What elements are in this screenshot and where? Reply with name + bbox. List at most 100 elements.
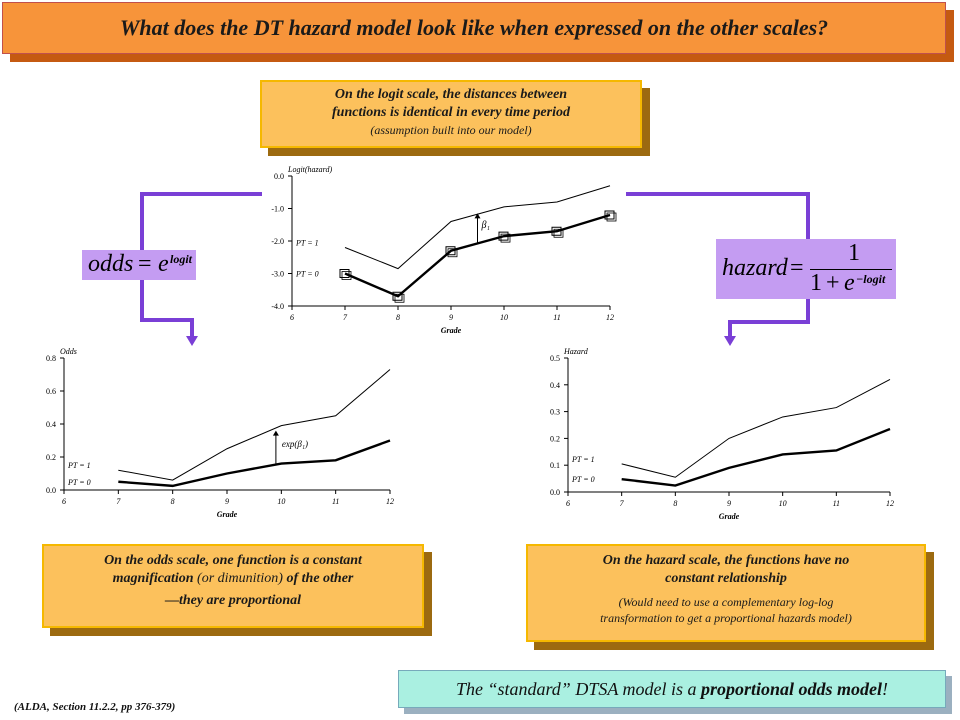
y-tick-label: 0.2 xyxy=(46,453,56,462)
beta-arrowhead xyxy=(474,213,481,219)
x-tick-label: 8 xyxy=(396,313,400,322)
x-tick-label: 9 xyxy=(449,313,453,322)
x-tick-label: 11 xyxy=(833,499,840,508)
x-tick-label: 12 xyxy=(886,499,894,508)
x-tick-label: 6 xyxy=(62,497,66,506)
y-tick-label: -4.0 xyxy=(271,302,284,311)
page-title: What does the DT hazard model look like … xyxy=(119,15,829,40)
x-tick-label: 7 xyxy=(620,499,625,508)
series-label-pt0: PT = 0 xyxy=(295,270,319,279)
data-point-marker xyxy=(341,271,352,280)
x-tick-label: 6 xyxy=(566,499,570,508)
title-banner: What does the DT hazard model look like … xyxy=(2,2,946,54)
data-point-marker xyxy=(445,246,456,256)
series-line-pt0 xyxy=(344,213,611,298)
data-point-marker xyxy=(498,231,509,241)
odds-chart: 0.8 0.6 0.4 0.2 0.0 6 7 8 9 10 11 12 Odds Grade PT = 1… xyxy=(46,347,394,519)
odds-callout-bold: magnification xyxy=(112,571,194,586)
data-point-marker xyxy=(500,233,511,243)
x-tick-label: 7 xyxy=(343,313,348,322)
odds-formula-eq: = xyxy=(138,251,152,277)
series-label-pt1: PT = 1 xyxy=(67,461,91,470)
y-axis-label: Hazard xyxy=(563,347,589,356)
hazard-formula-bar xyxy=(810,269,892,270)
odds-callout: On the odds scale, one function is a con… xyxy=(42,544,424,628)
x-tick-label: 9 xyxy=(727,499,731,508)
series-line-pt1 xyxy=(118,369,391,481)
series-label-pt0: PT = 0 xyxy=(67,478,91,487)
x-tick-label: 12 xyxy=(386,497,394,506)
proportional-odds-box: The “standard” DTSA model is a proportio… xyxy=(398,670,946,708)
teal-text-pre: The “standard” DTSA model is a xyxy=(455,679,701,699)
odds-callout-line1: On the odds scale, one function is a con… xyxy=(104,553,362,568)
x-axis-label: Grade xyxy=(217,510,238,519)
series-line-pt0 xyxy=(118,439,391,488)
y-tick-label: 0.2 xyxy=(550,434,560,443)
x-tick-label: 11 xyxy=(553,313,560,322)
y-tick-label: 0.0 xyxy=(274,172,284,181)
x-axis-label: Grade xyxy=(441,326,462,335)
hazard-formula-den-base: e xyxy=(844,270,855,296)
y-tick-label: 0.4 xyxy=(550,381,560,390)
hazard-callout-line2: constant relationship xyxy=(665,571,787,586)
series-line-pt0 xyxy=(621,427,891,487)
x-tick-label: 10 xyxy=(500,313,508,322)
y-tick-label: -3.0 xyxy=(271,270,284,279)
logit-callout: On the logit scale, the distances betwee… xyxy=(260,80,642,148)
teal-text-bold: proportional odds model xyxy=(701,679,883,699)
x-tick-label: 12 xyxy=(606,313,614,322)
exp-beta-arrowhead xyxy=(272,430,279,436)
y-tick-label: 0.5 xyxy=(550,354,560,363)
y-tick-label: 0.0 xyxy=(46,486,56,495)
y-tick-label: 0.8 xyxy=(46,354,56,363)
y-axis-label: Logit(hazard) xyxy=(287,165,332,174)
odds-formula-exp: logit xyxy=(170,252,193,266)
data-point-marker xyxy=(392,291,403,301)
x-tick-label: 8 xyxy=(673,499,677,508)
hazard-chart: 0.5 0.4 0.3 0.2 0.1 0.0 6 7 8 9 10 11 12 Hazard Grade P… xyxy=(550,347,894,521)
hazard-formula-num: 1 xyxy=(848,240,860,266)
y-tick-label: 0.1 xyxy=(550,461,560,470)
hazard-formula-den-exp: −logit xyxy=(856,272,886,286)
data-point-marker xyxy=(553,228,564,238)
y-tick-label: 0.3 xyxy=(550,408,560,417)
hazard-formula-eq: = xyxy=(790,255,804,281)
hazard-callout-line3: (Would need to use a complementary log-l… xyxy=(618,595,834,609)
logit-chart: 0.0 -1.0 -2.0 -3.0 -4.0 6 7 8 9 10 11 12 Logit(hazar… xyxy=(271,165,617,335)
x-axis-label: Grade xyxy=(719,512,740,521)
x-tick-label: 7 xyxy=(116,497,121,506)
y-tick-label: -2.0 xyxy=(271,237,284,246)
y-tick-label: 0.4 xyxy=(46,420,56,429)
x-tick-label: 8 xyxy=(171,497,175,506)
data-point-marker xyxy=(606,212,617,222)
series-label-pt0: PT = 0 xyxy=(571,475,595,484)
data-point-marker xyxy=(394,293,405,303)
y-tick-label: -1.0 xyxy=(271,205,284,214)
odds-callout-paren: (or dimunition) xyxy=(193,571,287,586)
y-tick-label: 0.6 xyxy=(46,387,56,396)
logit-callout-line3: (assumption built into our model) xyxy=(370,123,532,137)
x-tick-label: 11 xyxy=(332,497,339,506)
data-point-marker xyxy=(447,248,458,258)
hazard-formula-den-one: 1 xyxy=(810,270,822,296)
series-label-pt1: PT = 1 xyxy=(571,455,595,464)
hazard-formula: hazard = 1 1 + e −logit xyxy=(716,239,896,299)
odds-formula-lhs: odds xyxy=(88,251,134,277)
logit-callout-line2: functions is identical in every time per… xyxy=(332,105,570,120)
x-tick-label: 6 xyxy=(290,313,294,322)
hazard-callout: On the hazard scale, the functions have … xyxy=(526,544,926,642)
odds-formula: odds = e logit xyxy=(82,250,196,280)
hazard-callout-line1: On the hazard scale, the functions have … xyxy=(602,553,850,568)
y-tick-label: 0.0 xyxy=(550,488,560,497)
series-label-pt1: PT = 1 xyxy=(295,239,319,248)
beta-annotation: β₁ xyxy=(481,220,490,231)
data-point-marker xyxy=(604,210,615,220)
x-tick-label: 10 xyxy=(277,497,285,506)
y-axis-label: Odds xyxy=(60,347,77,356)
data-point-marker xyxy=(339,269,350,278)
exp-beta-annotation: exp(β₁) xyxy=(282,439,308,449)
x-tick-label: 9 xyxy=(225,497,229,506)
series-line-pt1 xyxy=(621,378,891,478)
hazard-formula-den-plus: + xyxy=(826,270,840,296)
x-tick-label: 10 xyxy=(779,499,787,508)
